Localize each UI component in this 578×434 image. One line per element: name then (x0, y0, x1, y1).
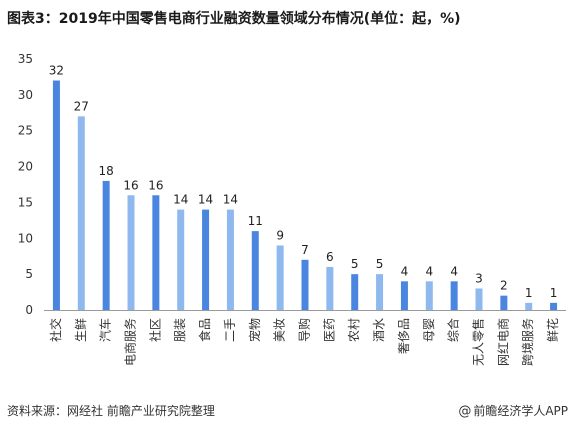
x-axis-labels: 社交 生鲜 汽车 电商服务 社区 服装 食品 二手 宠物 美妆 导购 医药 农村 酒水 奢侈品 母婴 综合 无人零… (48, 318, 560, 366)
bar-社区 (152, 195, 160, 310)
bar-农村 (351, 274, 359, 310)
y-tick-label: 30 (18, 88, 33, 102)
data-label: 14 (198, 193, 213, 207)
bar-series (52, 80, 558, 310)
data-label: 9 (276, 228, 284, 242)
bar-奢侈品 (400, 281, 408, 310)
data-label: 1 (550, 286, 558, 300)
x-tick-label: 母婴 (422, 318, 436, 342)
bar-生鲜 (77, 116, 85, 310)
x-tick-label: 社交 (48, 318, 63, 342)
bar-综合 (450, 281, 458, 310)
data-label: 32 (49, 64, 64, 78)
bar-服装 (177, 209, 185, 310)
data-label: 14 (223, 193, 238, 207)
data-label: 3 (475, 271, 483, 285)
data-label: 6 (326, 250, 334, 264)
x-tick-label: 电商服务 (123, 318, 138, 366)
data-label: 7 (301, 243, 309, 257)
data-label: 1 (525, 286, 533, 300)
x-tick-label: 美妆 (273, 318, 287, 342)
footer: 资料来源：网经社 前瞻产业研究院整理 @ 前瞻经济学人APP (7, 402, 568, 422)
x-tick-label: 宠物 (247, 318, 262, 342)
bar-酒水 (376, 274, 384, 310)
x-tick-label: 鲜花 (545, 318, 560, 342)
brand-name: 前瞻经济学人APP (473, 404, 568, 418)
at-icon: @ (458, 404, 472, 419)
x-tick-label: 社区 (147, 318, 162, 342)
x-tick-label: 无人零售 (471, 318, 486, 366)
bar-网红电商 (500, 295, 508, 310)
data-label: 16 (148, 178, 163, 192)
x-tick-label: 食品 (197, 318, 212, 342)
y-tick-label: 10 (18, 231, 33, 245)
data-label: 4 (425, 264, 433, 278)
x-tick-label: 生鲜 (74, 318, 88, 342)
x-tick-label: 服装 (173, 318, 187, 342)
data-label: 2 (500, 279, 508, 293)
bar-导购 (301, 259, 309, 310)
data-label: 18 (99, 164, 114, 178)
x-tick-label: 二手 (223, 318, 237, 342)
x-tick-label: 综合 (446, 318, 461, 342)
chart-title: 图表3：2019年中国零售电商行业融资数量领域分布情况(单位：起，%) (7, 11, 461, 27)
bar-社交 (52, 80, 60, 310)
brand-credit: @ 前瞻经济学人APP (458, 402, 568, 419)
data-label: 4 (450, 264, 458, 278)
y-tick-label: 25 (18, 124, 33, 138)
bar-医药 (326, 266, 334, 310)
data-label: 4 (401, 264, 409, 278)
bar-跨境服务 (525, 302, 533, 310)
data-label: 14 (173, 193, 188, 207)
x-tick-label: 医药 (322, 318, 336, 342)
bar-宠物 (251, 231, 259, 310)
data-label: 11 (248, 214, 263, 228)
x-tick-label: 奢侈品 (397, 318, 411, 354)
y-tick-label: 15 (18, 195, 33, 209)
source-note: 资料来源：网经社 前瞻产业研究院整理 (7, 404, 215, 418)
data-label: 5 (376, 257, 384, 271)
x-tick-label: 农村 (347, 318, 361, 342)
bar-二手 (226, 209, 234, 310)
y-tick-label: 20 (18, 160, 33, 174)
data-label: 16 (123, 178, 138, 192)
y-tick-label: 35 (18, 52, 33, 66)
x-tick-label: 导购 (297, 318, 312, 342)
y-tick-label: 0 (25, 303, 33, 317)
bar-美妆 (276, 245, 284, 310)
bar-无人零售 (475, 288, 483, 310)
y-tick-label: 5 (25, 267, 33, 281)
bar-鲜花 (550, 302, 558, 310)
bar-电商服务 (127, 195, 135, 310)
bar-汽车 (102, 180, 110, 310)
data-label: 27 (74, 99, 89, 113)
x-tick-label: 汽车 (98, 318, 113, 342)
bar-母婴 (425, 281, 433, 310)
x-tick-label: 网红电商 (495, 318, 510, 366)
x-tick-label: 酒水 (372, 318, 386, 342)
bar-食品 (202, 209, 210, 310)
x-tick-label: 跨境服务 (520, 318, 535, 366)
data-label: 5 (351, 257, 359, 271)
